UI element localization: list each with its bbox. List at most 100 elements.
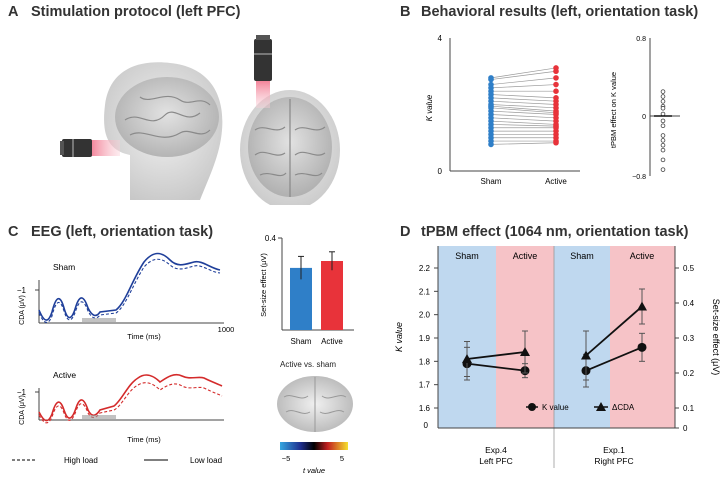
b-paired-points: [488, 65, 559, 148]
bar-xtick-sham: Sham: [291, 337, 312, 346]
b-active-point: [553, 68, 559, 75]
b-effect-point: [660, 142, 666, 148]
panel-b-letter: B: [400, 4, 411, 20]
c-sham-low-load-line: [38, 252, 221, 321]
d-series: [462, 288, 647, 388]
b-pair-line: [490, 84, 557, 89]
b-pair-line: [490, 117, 557, 122]
colorbar-max: 5: [340, 454, 344, 463]
b-pair-line: [490, 107, 557, 114]
cda-waveforms: Sham −1 CDA (μV) Time (ms) 1000 Active −…: [12, 252, 235, 465]
c-sham-xtick: 1000: [218, 325, 235, 334]
d-left-tick-label: 1.8: [419, 357, 431, 366]
d-left-tick-label: 1.7: [419, 381, 431, 390]
bar-ylabel: Set-size effect (μV): [259, 253, 268, 317]
d-cda-point: [520, 347, 530, 356]
d-right-tick-label: 0.2: [683, 369, 695, 378]
top-laser-probe: [254, 35, 272, 81]
top-view-head: [240, 90, 340, 205]
d-right-tick-label: 0.3: [683, 334, 695, 343]
bar-xtick-active: Active: [321, 337, 343, 346]
panel-a-letter: A: [8, 4, 19, 20]
b-effect-point: [660, 99, 666, 104]
d-region2-exp: Exp.1: [603, 445, 625, 455]
d-region2-sham-bg: [554, 246, 610, 428]
d-region2-active-label: Active: [630, 251, 655, 261]
d-right-tick-label: 0: [683, 424, 688, 433]
d-series-line: [466, 351, 526, 360]
b-effect-point: [660, 123, 666, 129]
d-cda-point: [581, 350, 591, 360]
d-region2-sham-label: Sham: [570, 251, 594, 261]
b-pair-line: [490, 114, 557, 119]
d-series-line: [585, 305, 643, 357]
c-active-time-window: [82, 415, 116, 419]
map-title: Active vs. sham: [280, 360, 337, 369]
panel-b-chart: 4 0 K value Sham Active 0.8 0 −0.8 tPBM …: [425, 34, 680, 186]
panel-b-title: Behavioral results (left, orientation ta…: [421, 4, 699, 20]
b-ytick-bottom: 0: [438, 167, 443, 176]
b-pair-line: [490, 100, 557, 105]
legend-low-load: Low load: [190, 456, 222, 465]
d-region1-sham-bg: [438, 246, 496, 428]
b-effect-ylabel: tPBM effect on K value: [609, 72, 618, 148]
b-ytick-top: 4: [438, 34, 443, 43]
d-legend-cda-label: ΔCDA: [612, 403, 635, 412]
d-left-tick-label: 1.6: [419, 404, 431, 413]
side-light-beam: [90, 140, 120, 156]
b-active-point: [553, 88, 559, 94]
d-right-ylabel: Set-size effect (μV): [711, 299, 721, 376]
panel-c-letter: C: [8, 224, 19, 240]
c-active-tick: −1: [17, 388, 27, 397]
c-sham-time-window: [82, 318, 116, 322]
b-effect-point: [660, 147, 666, 153]
b-pair-line: [490, 142, 557, 145]
b-effect-point: [660, 89, 666, 94]
c-sham-high-load-line: [38, 258, 221, 323]
b-effect-point: [660, 167, 666, 172]
b-effect-tick-zero: 0: [642, 114, 646, 121]
d-left-tick-label: 2.0: [419, 311, 431, 320]
b-pair-line: [490, 110, 557, 115]
c-sham-tick: −1: [17, 286, 27, 295]
b-sham-point: [488, 141, 494, 148]
b-pair-line: [490, 67, 557, 79]
b-pair-line: [490, 120, 557, 125]
panel-c-title: EEG (left, orientation task): [31, 224, 214, 240]
side-view-head: [104, 62, 223, 200]
d-left-ylabel: K value: [394, 322, 404, 352]
panel-d-chart: Sham Active Sham Active 2.2 2.1 2.0 1.9 1.8 1…: [394, 246, 721, 468]
d-cda-point: [462, 354, 472, 363]
d-region2-site: Right PFC: [594, 456, 633, 466]
d-k-value-point: [637, 342, 647, 352]
c-active-low-load-line: [38, 373, 223, 422]
b-xtick-sham: Sham: [481, 177, 502, 186]
b-effect-point: [660, 138, 666, 143]
d-right-tick-label: 0.1: [683, 404, 695, 413]
b-pair-line: [490, 124, 557, 127]
bar-ytick: 0.4: [265, 234, 277, 243]
b-active-point: [553, 81, 559, 88]
d-region1-sham-label: Sham: [455, 251, 479, 261]
top-light-beam: [256, 80, 270, 108]
b-effect-point: [660, 94, 666, 99]
b-active-point: [553, 139, 559, 146]
b-effect-point: [660, 157, 666, 163]
d-region1-active-label: Active: [513, 251, 538, 261]
bar-sham: [290, 267, 312, 330]
b-effect-points: [654, 89, 672, 172]
d-left-tick-label: 1.9: [419, 334, 431, 343]
c-sham-xlabel: Time (ms): [127, 332, 161, 341]
b-effect-tick-bottom: −0.8: [632, 174, 646, 181]
c-sham-ylabel: CDA (μV): [19, 295, 26, 325]
d-series-line: [466, 362, 526, 372]
d-right-ticks: 0.5 0.4 0.3 0.2 0.1 0: [675, 264, 695, 433]
b-effect-point: [660, 105, 666, 111]
c-active-ylabel: CDA (μV): [19, 395, 26, 425]
legend-high-load: High load: [64, 456, 98, 465]
c-active-xlabel: Time (ms): [127, 435, 161, 444]
b-pair-line: [490, 105, 557, 112]
bars: [290, 251, 343, 330]
stimulation-illustration: [60, 35, 340, 205]
d-region1-site: Left PFC: [479, 456, 513, 466]
